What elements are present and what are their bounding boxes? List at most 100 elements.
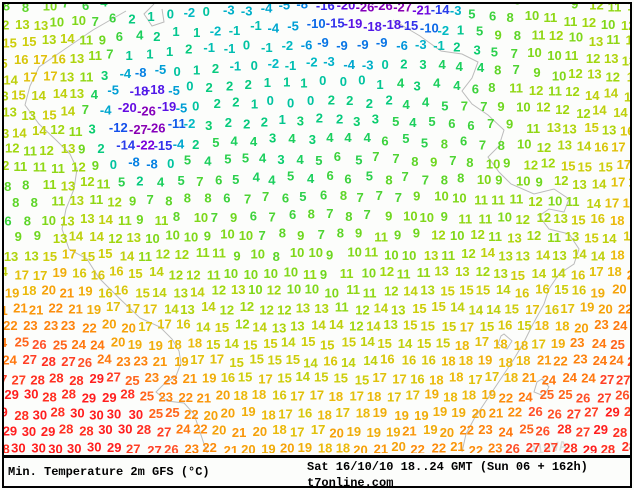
svg-text:20: 20 [472,406,486,421]
svg-text:8: 8 [204,191,211,206]
svg-text:8: 8 [411,154,418,169]
svg-text:5: 5 [178,173,185,188]
svg-text:-5: -5 [287,18,299,33]
svg-text:11: 11 [80,70,94,85]
svg-text:5: 5 [491,45,498,60]
svg-text:25: 25 [540,387,554,402]
svg-text:25: 25 [558,387,572,402]
svg-text:10: 10 [516,173,530,188]
svg-text:13: 13 [296,300,310,315]
svg-text:13: 13 [70,51,84,66]
svg-text:11: 11 [458,212,472,227]
svg-text:28: 28 [14,408,28,423]
svg-text:14: 14 [296,369,311,384]
svg-text:-3: -3 [223,4,235,17]
svg-text:5: 5 [441,99,448,114]
svg-text:14: 14 [149,264,164,279]
svg-text:7: 7 [402,169,409,184]
svg-text:18: 18 [535,318,549,333]
svg-text:11: 11 [548,83,562,98]
svg-text:12: 12 [606,69,620,84]
svg-text:17: 17 [290,388,304,403]
svg-text:14: 14 [303,355,318,370]
svg-text:10: 10 [477,172,491,187]
svg-text:11: 11 [33,160,47,175]
svg-text:11: 11 [69,124,83,139]
svg-text:13: 13 [587,66,601,81]
svg-text:8: 8 [273,249,280,264]
svg-text:5: 5 [299,189,306,204]
svg-text:15: 15 [459,283,473,298]
svg-text:-12: -12 [109,120,128,135]
svg-text:17: 17 [392,372,406,387]
svg-text:27: 27 [23,352,37,367]
svg-text:-4: -4 [100,103,112,118]
svg-text:11: 11 [397,267,411,282]
svg-text:7: 7 [269,210,276,225]
svg-text:-14: -14 [116,138,136,153]
svg-text:23: 23 [488,441,502,453]
svg-text:7: 7 [196,174,203,189]
svg-text:4: 4 [439,57,447,72]
svg-text:18: 18 [356,405,370,420]
svg-text:4: 4 [253,170,261,185]
svg-text:9: 9 [497,99,504,114]
svg-text:8: 8 [4,179,11,194]
svg-text:10: 10 [290,245,304,260]
svg-text:11: 11 [363,285,377,300]
svg-text:20: 20 [102,317,116,332]
svg-text:14: 14 [592,176,607,191]
svg-text:13: 13 [4,126,9,141]
svg-text:24: 24 [90,337,105,352]
svg-text:-3: -3 [241,4,253,18]
svg-text:14: 14 [536,248,551,263]
svg-text:11: 11 [606,32,620,47]
svg-text:0: 0 [287,95,294,110]
svg-text:3: 3 [89,121,96,136]
svg-text:-1: -1 [285,58,297,73]
svg-text:16: 16 [515,285,529,300]
svg-text:10: 10 [184,230,198,245]
svg-text:13: 13 [420,282,434,297]
svg-text:25: 25 [15,335,29,350]
svg-text:8: 8 [4,4,10,13]
svg-text:11: 11 [532,28,546,43]
svg-text:15: 15 [598,159,612,174]
svg-text:1: 1 [193,63,200,78]
svg-text:12: 12 [259,303,273,318]
svg-text:5: 5 [118,174,125,189]
svg-text:28: 28 [557,422,571,437]
svg-text:18: 18 [367,389,381,404]
svg-text:10: 10 [264,266,278,281]
svg-text:24: 24 [518,390,533,405]
svg-text:28: 28 [49,370,63,385]
svg-text:16: 16 [51,52,65,67]
svg-text:19: 19 [241,404,255,419]
svg-text:15: 15 [480,319,494,334]
svg-text:10: 10 [145,231,159,246]
svg-text:11: 11 [346,282,360,297]
svg-text:15: 15 [238,370,252,385]
svg-text:15: 15 [277,370,291,385]
svg-text:22: 22 [508,405,522,420]
svg-text:10: 10 [548,194,562,209]
svg-text:10: 10 [194,210,208,225]
svg-text:15: 15 [286,352,300,367]
svg-text:20: 20 [598,301,612,316]
svg-text:22: 22 [410,442,424,453]
svg-text:6: 6 [494,4,501,6]
svg-text:8: 8 [507,10,514,25]
svg-text:15: 15 [505,301,519,316]
svg-text:13: 13 [70,193,84,208]
svg-text:5: 5 [476,24,483,39]
svg-text:7: 7 [511,46,518,61]
svg-text:6: 6 [472,81,479,96]
svg-text:11: 11 [510,192,524,207]
svg-text:2: 2 [136,173,143,188]
svg-text:30: 30 [67,441,81,453]
svg-text:2: 2 [212,61,219,76]
svg-text:8: 8 [514,28,521,43]
svg-text:12: 12 [470,227,484,242]
svg-text:16: 16 [545,302,559,317]
svg-text:4: 4 [136,27,144,42]
